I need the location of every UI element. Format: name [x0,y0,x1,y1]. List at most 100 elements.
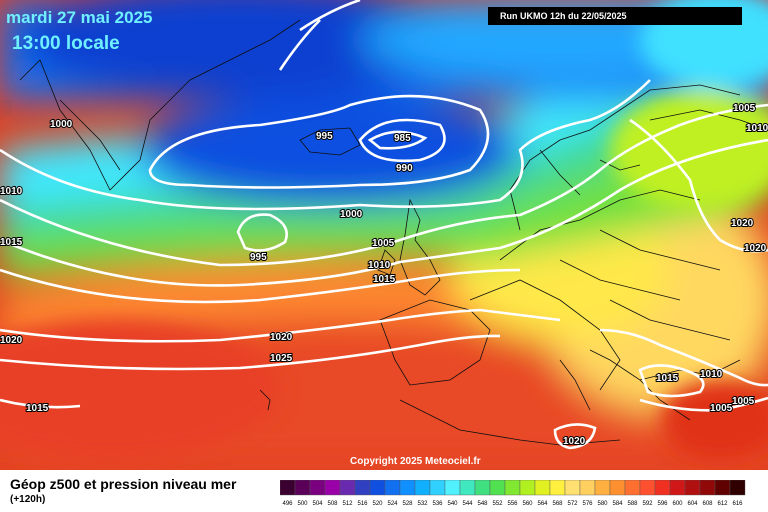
color-swatch [489,480,506,496]
isobars [0,0,768,450]
color-swatch [624,480,641,496]
color-swatch [459,480,476,496]
scale-tick-label: 556 [507,501,518,507]
scale-tick-label: 576 [582,501,593,507]
isobar-label: 1015 [656,373,679,384]
color-swatch [369,480,386,496]
scale-tick-label: 536 [432,501,443,507]
color-swatch [504,480,521,496]
color-swatch [294,480,311,496]
color-swatch [729,480,746,496]
color-swatch [564,480,581,496]
color-swatch [384,480,401,496]
color-swatch [699,480,716,496]
isobar-label: 1010 [0,186,23,197]
isobar-label: 1020 [731,218,754,229]
scale-tick-label: 564 [537,501,548,507]
scale-tick-label: 512 [342,501,353,507]
isobar-labels: 1000 995 985 990 1000 1005 1005 1010 101… [0,102,768,448]
map-canvas: 1000 995 985 990 1000 1005 1005 1010 101… [0,0,768,470]
scale-tick-label: 604 [687,501,698,507]
color-swatch [654,480,671,496]
scale-tick-label: 616 [732,501,743,507]
scale-tick-label: 516 [357,501,368,507]
scale-tick-label: 540 [447,501,458,507]
color-swatch [324,480,341,496]
scale-tick-label: 612 [717,501,728,507]
weather-map: 1000 995 985 990 1000 1005 1005 1010 101… [0,0,768,470]
isobar-label: 995 [316,131,333,142]
color-swatch [309,480,326,496]
scale-tick-label: 528 [402,501,413,507]
isobar-label: 1010 [368,260,391,271]
scale-tick-label: 592 [642,501,653,507]
scale-tick-label: 560 [522,501,533,507]
geopotential-field [0,0,768,470]
scale-tick-label: 504 [312,501,323,507]
coastlines [19,19,768,446]
color-swatch [594,480,611,496]
scale-tick-label: 532 [417,501,428,507]
forecast-time: 13:00 locale [12,33,120,54]
isobar-label: 1020 [270,332,293,343]
color-swatch [684,480,701,496]
color-swatch [339,480,356,496]
legend-panel: Géop z500 et pression niveau mer (+120h)… [0,470,768,512]
color-swatch [714,480,731,496]
color-swatch [444,480,461,496]
scale-tick-label: 584 [612,501,623,507]
scale-tick-label: 520 [372,501,383,507]
scale-tick-label: 588 [627,501,638,507]
color-swatch [414,480,431,496]
scale-tick-label: 524 [387,501,398,507]
isobar-label: 1020 [563,436,586,447]
isobar-label: 1005 [733,103,756,114]
isobar-label: 1015 [0,237,23,248]
scale-tick-label: 596 [657,501,668,507]
isobar-label: 1000 [340,209,363,220]
scale-tick-label: 608 [702,501,713,507]
isobar-label: 1020 [744,243,767,254]
legend-title: Géop z500 et pression niveau mer [10,476,237,492]
color-swatch [474,480,491,496]
model-run-info: Run UKMO 12h du 22/05/2025 [488,7,742,25]
scale-tick-label: 580 [597,501,608,507]
color-swatch [280,480,296,496]
isobar-label: 1000 [50,119,73,130]
color-swatch [534,480,551,496]
isobar-label: 1010 [746,123,768,134]
isobar-label: 1010 [700,369,723,380]
scale-tick-label: 496 [282,501,293,507]
isobar-label: 1020 [0,335,23,346]
color-swatch [429,480,446,496]
isobar-label: 1005 [710,403,733,414]
scale-tick-label: 600 [672,501,683,507]
color-swatch [519,480,536,496]
scale-tick-label: 552 [492,501,503,507]
color-swatch [549,480,566,496]
scale-tick-label: 500 [297,501,308,507]
color-swatch [639,480,656,496]
isobar-label: 990 [396,163,413,174]
color-swatch [609,480,626,496]
isobar-label: 1015 [26,403,49,414]
isobar-label: 1005 [732,396,755,407]
forecast-date: mardi 27 mai 2025 [6,8,153,27]
scale-tick-label: 508 [327,501,338,507]
isobar-label: 1015 [373,274,396,285]
scale-tick-label: 568 [552,501,563,507]
isobar-label: 995 [250,252,267,263]
isobar-label: 1025 [270,353,293,364]
copyright-notice: Copyright 2025 Meteociel.fr [350,456,481,467]
color-scale: 496 500 504 508 512 516 520 524 528 532 536 540 544 5… [280,480,746,507]
isobar-label: 985 [394,133,411,144]
color-swatch [579,480,596,496]
legend-subtitle: (+120h) [10,494,46,505]
scale-tick-label: 548 [477,501,488,507]
scale-tick-label: 544 [462,501,473,507]
isobar-label: 1005 [372,238,395,249]
color-swatch [399,480,416,496]
color-swatch [354,480,371,496]
color-swatch [669,480,686,496]
scale-tick-label: 572 [567,501,578,507]
